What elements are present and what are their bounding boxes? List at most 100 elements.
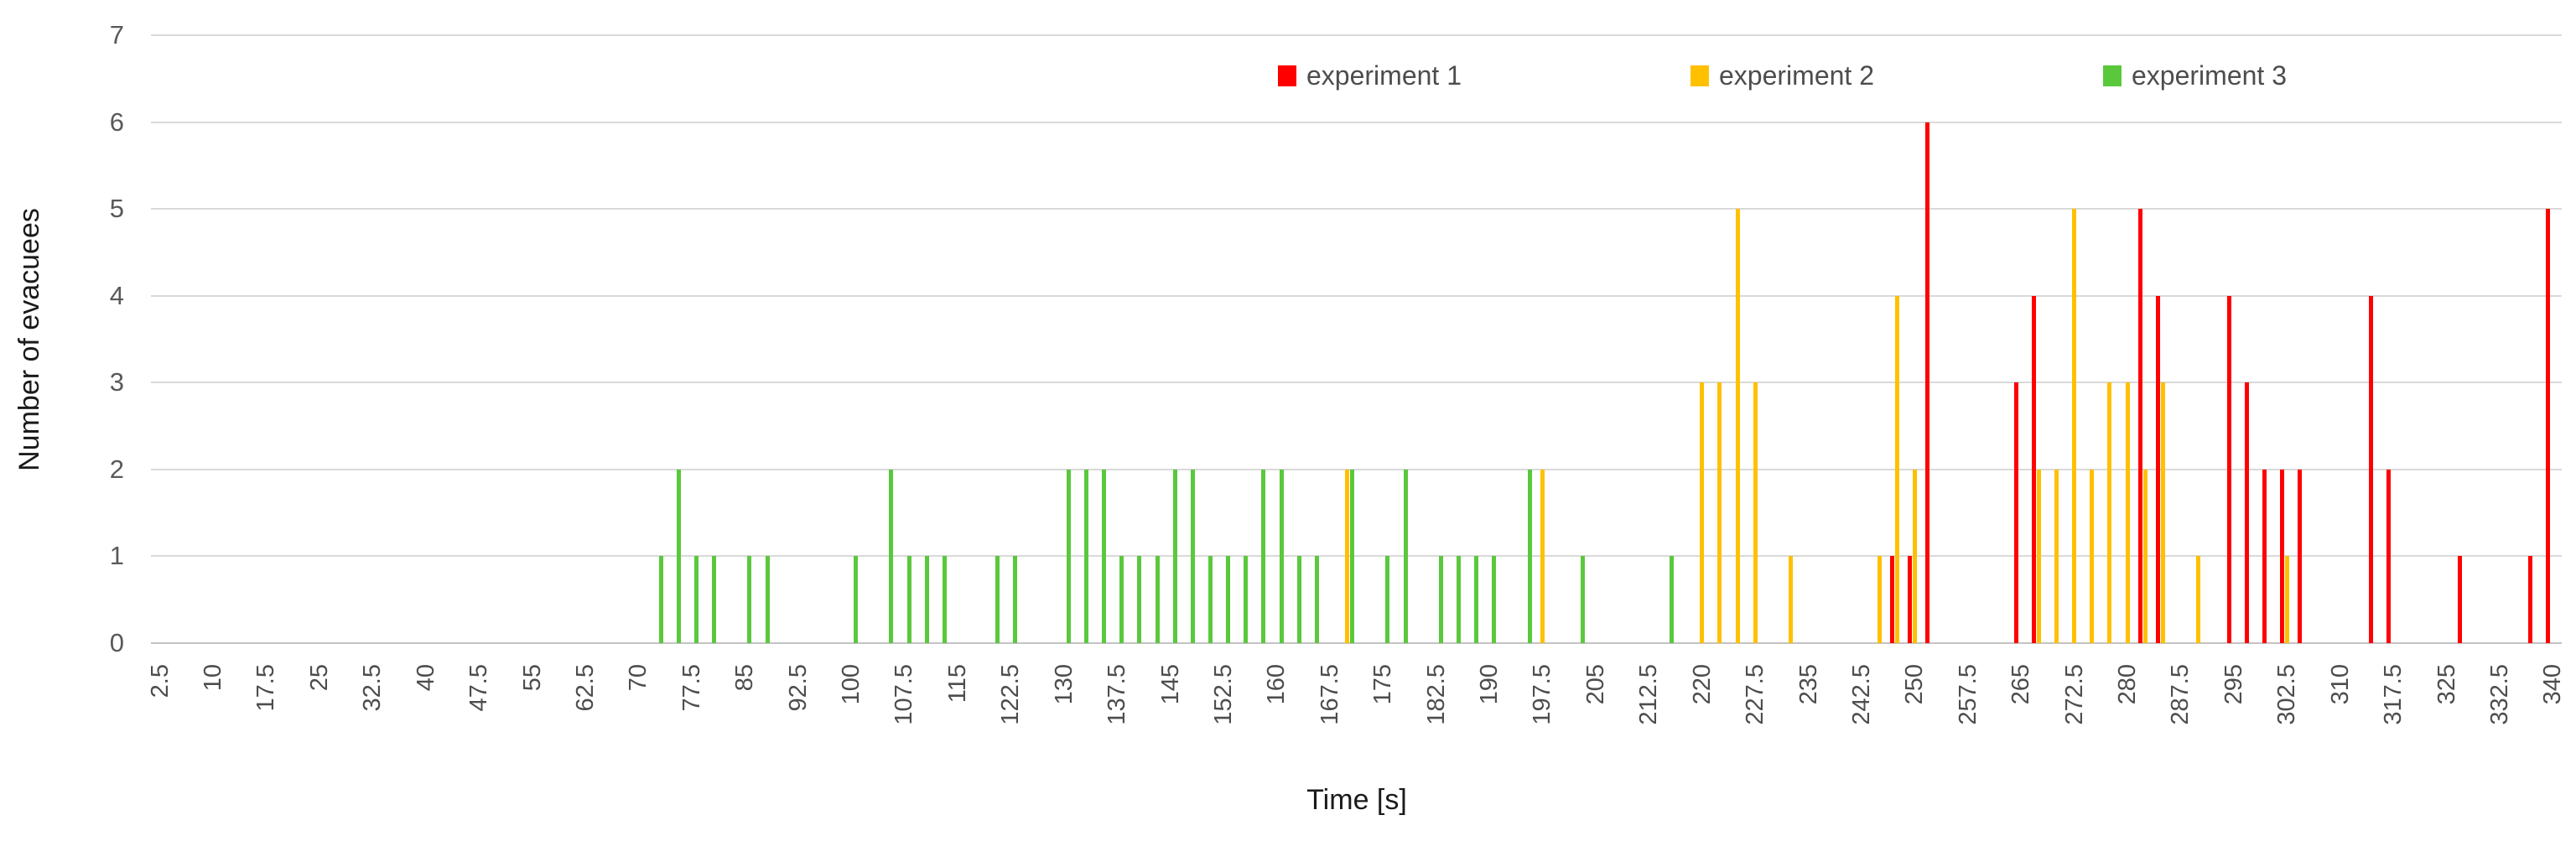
x-tick-label: 242.5 — [1847, 664, 1875, 725]
bar-experiment-3-t80 — [712, 556, 717, 643]
x-tick-label: 62.5 — [571, 664, 599, 712]
y-tick-label: 2 — [109, 454, 124, 484]
bar-experiment-3-t107.5 — [906, 556, 911, 643]
y-tick-label: 3 — [109, 367, 124, 397]
x-tick-label: 167.5 — [1316, 664, 1343, 725]
x-tick-label: 145 — [1156, 664, 1184, 705]
bar-experiment-1-t265 — [2014, 382, 2019, 643]
x-tick-label: 115 — [943, 664, 971, 703]
gridline-y-5 — [151, 208, 2562, 210]
x-tick-label: 25 — [305, 664, 333, 692]
y-tick-label: 0 — [109, 628, 124, 657]
x-tick-label: 130 — [1050, 664, 1078, 705]
gridline-y-1 — [151, 555, 2562, 558]
bar-experiment-1-t315 — [2368, 295, 2373, 643]
bar-experiment-3-t160 — [1279, 469, 1284, 643]
bar-experiment-1-t247.5 — [1890, 556, 1895, 643]
bar-experiment-1-t295 — [2226, 295, 2231, 643]
x-tick-label: 122.5 — [997, 664, 1025, 725]
bar-experiment-1-t302.5 — [2280, 469, 2285, 643]
bar-experiment-3-t132.5 — [1084, 469, 1089, 643]
gridline-y-7 — [151, 34, 2562, 36]
bar-experiment-1-t285 — [2156, 295, 2161, 643]
bar-experiment-2-t282.5 — [2142, 469, 2148, 643]
bar-experiment-3-t110 — [924, 556, 929, 643]
x-tick-label: 32.5 — [359, 664, 387, 712]
x-tick-label: 197.5 — [1529, 664, 1556, 725]
x-tick-label: 17.5 — [252, 664, 280, 712]
x-tick-label: 92.5 — [784, 664, 812, 712]
x-tick-label: 295 — [2220, 664, 2247, 705]
bar-experiment-3-t112.5 — [942, 556, 947, 643]
bar-experiment-1-t300 — [2262, 469, 2267, 643]
legend-label: experiment 1 — [1306, 60, 1462, 91]
legend-swatch-icon — [1278, 65, 1296, 86]
legend-item-experiment-3: experiment 3 — [2103, 57, 2287, 94]
bar-experiment-1-t337.5 — [2528, 556, 2533, 643]
bar-experiment-3-t157.5 — [1261, 469, 1266, 643]
bar-experiment-3-t185 — [1456, 556, 1461, 643]
bar-experiment-3-t182.5 — [1438, 556, 1443, 643]
bar-experiment-1-t305 — [2298, 469, 2303, 643]
bar-experiment-3-t140 — [1137, 556, 1142, 643]
legend: experiment 1 experiment 2 experiment 3 — [0, 57, 2576, 94]
y-tick-label: 4 — [109, 280, 124, 310]
x-tick-label: 265 — [2007, 664, 2035, 705]
legend-swatch-icon — [2103, 65, 2122, 86]
bar-experiment-3-t100 — [854, 556, 859, 643]
bar-experiment-2-t197.5 — [1540, 469, 1545, 643]
gridline-y-2 — [151, 468, 2562, 470]
bar-experiment-3-t152.5 — [1226, 556, 1231, 643]
bar-experiment-3-t150 — [1208, 556, 1213, 643]
bar-experiment-3-t77.5 — [693, 556, 699, 643]
bar-experiment-2-t220 — [1700, 382, 1705, 643]
bar-experiment-1-t340 — [2546, 209, 2551, 643]
bar-experiment-2-t232.5 — [1788, 556, 1793, 643]
x-axis-title: Time [s] — [1306, 784, 1407, 816]
bar-experiment-2-t285 — [2160, 382, 2165, 643]
bar-experiment-3-t85 — [747, 556, 752, 643]
bar-experiment-2-t267.5 — [2036, 469, 2041, 643]
legend-item-experiment-1: experiment 1 — [1278, 57, 1462, 94]
bar-experiment-3-t175 — [1385, 556, 1390, 643]
x-tick-label: 302.5 — [2273, 664, 2301, 725]
x-tick-label: 280 — [2114, 664, 2142, 705]
bar-experiment-2-t290 — [2196, 556, 2201, 643]
x-tick-label: 40 — [412, 664, 439, 692]
x-tick-label: 10 — [199, 664, 226, 692]
legend-label: experiment 2 — [1719, 60, 1874, 91]
x-tick-label: 152.5 — [1209, 664, 1237, 725]
bar-experiment-3-t135 — [1102, 469, 1107, 643]
bar-experiment-3-t105 — [889, 469, 894, 643]
bar-experiment-1-t317.5 — [2386, 469, 2391, 643]
x-tick-label: 340 — [2539, 664, 2567, 705]
bar-experiment-3-t177.5 — [1403, 469, 1408, 643]
x-tick-label: 257.5 — [1954, 664, 1981, 725]
bar-experiment-3-t75 — [676, 469, 681, 643]
x-tick-label: 55 — [518, 664, 546, 692]
gridline-y-4 — [151, 294, 2562, 297]
y-tick-label: 1 — [109, 541, 124, 571]
bar-experiment-3-t195 — [1527, 469, 1532, 643]
x-tick-label: 77.5 — [678, 664, 705, 712]
bar-experiment-3-t120 — [995, 556, 1000, 643]
x-tick-label: 100 — [838, 664, 865, 705]
bar-experiment-3-t165 — [1314, 556, 1319, 643]
x-tick-label: 47.5 — [465, 664, 493, 712]
y-tick-label: 6 — [109, 106, 124, 137]
bar-experiment-3-t202.5 — [1580, 556, 1585, 643]
gridline-y-0 — [151, 642, 2562, 644]
bar-experiment-2-t280 — [2125, 382, 2130, 643]
gridline-y-3 — [151, 382, 2562, 384]
x-tick-label: 182.5 — [1422, 664, 1450, 725]
bar-experiment-2-t247.5 — [1894, 295, 1899, 643]
bar-experiment-2-t250 — [1912, 469, 1917, 643]
bar-experiment-2-t302.5 — [2284, 556, 2289, 643]
y-tick-label: 7 — [109, 20, 124, 49]
x-tick-label: 2.5 — [146, 664, 174, 698]
x-tick-label: 107.5 — [891, 664, 918, 725]
x-tick-label: 160 — [1263, 664, 1291, 705]
bar-experiment-1-t267.5 — [2032, 295, 2037, 643]
bar-experiment-1-t282.5 — [2138, 209, 2143, 643]
